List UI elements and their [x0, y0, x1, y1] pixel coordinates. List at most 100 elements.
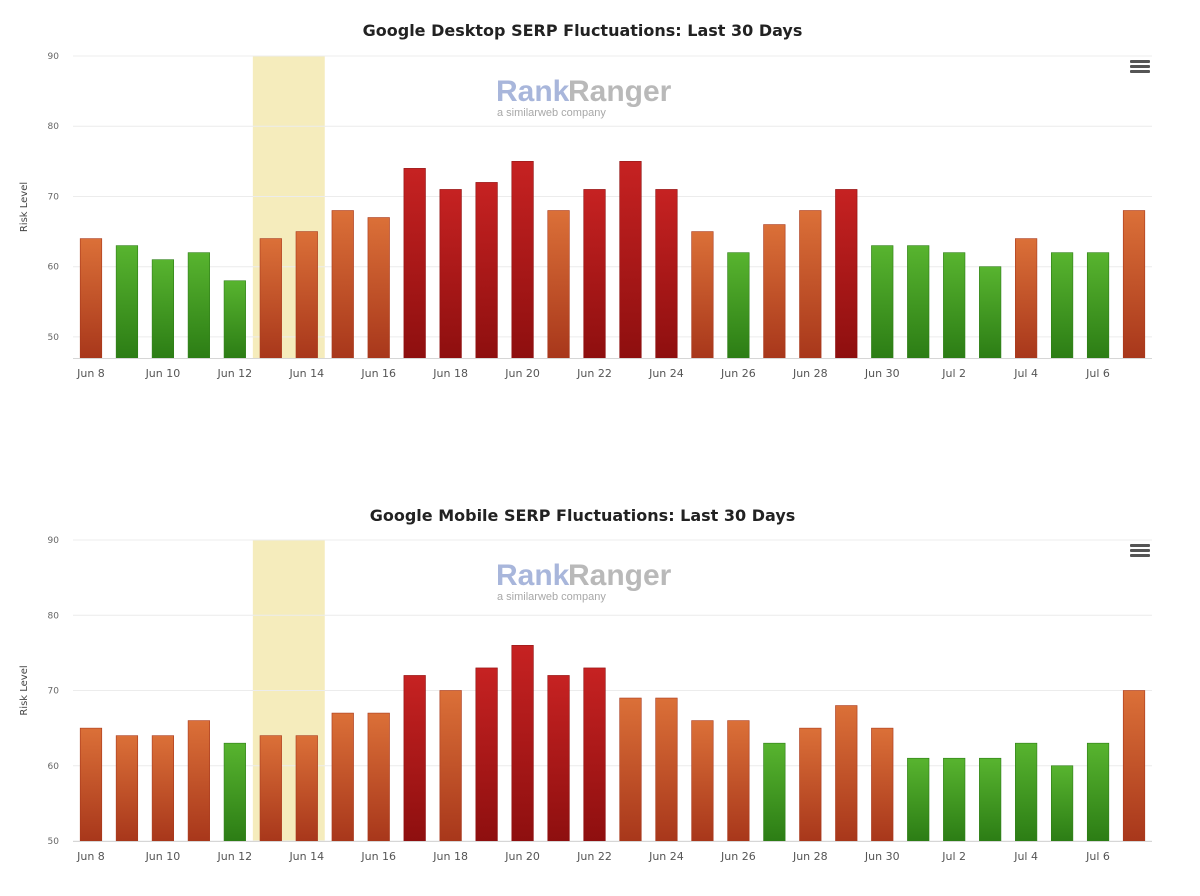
mobile-bar[interactable] [583, 667, 606, 842]
desktop-bar[interactable] [403, 168, 426, 359]
mobile-bar[interactable] [403, 675, 426, 842]
desktop-bar[interactable] [367, 217, 390, 359]
mobile-x-tick-label: Jun 16 [360, 850, 396, 863]
desktop-bar[interactable] [943, 252, 966, 359]
desktop-bar[interactable] [547, 210, 570, 359]
mobile-bar[interactable] [547, 675, 570, 842]
mobile-bar[interactable] [799, 727, 822, 842]
mobile-y-tick-label: 60 [48, 762, 60, 772]
mobile-bar[interactable] [691, 720, 714, 842]
desktop-bar[interactable] [871, 245, 894, 359]
desktop-watermark-rank: Rank [496, 75, 570, 108]
desktop-bar[interactable] [259, 238, 282, 359]
mobile-x-tick-label: Jun 12 [217, 850, 253, 863]
desktop-bar[interactable] [799, 210, 822, 359]
desktop-bar[interactable] [583, 189, 606, 359]
desktop-bar[interactable] [439, 189, 462, 359]
desktop-y-tick-label: 60 [48, 263, 60, 273]
mobile-x-tick-label: Jul 2 [941, 850, 966, 863]
desktop-bar[interactable] [511, 161, 534, 359]
mobile-bar[interactable] [979, 757, 1002, 842]
desktop-x-tick-label: Jun 20 [504, 367, 540, 380]
desktop-x-tick-label: Jun 24 [648, 367, 684, 380]
desktop-bar[interactable] [115, 245, 139, 359]
desktop-bar[interactable] [619, 161, 642, 359]
mobile-y-axis-title: Risk Level [19, 665, 30, 715]
mobile-bar[interactable] [943, 757, 966, 842]
desktop-bar[interactable] [1050, 252, 1074, 359]
desktop-bar[interactable] [835, 189, 858, 359]
desktop-chart-panel: Google Desktop SERP Fluctuations: Last 3… [0, 0, 1200, 440]
desktop-y-tick-label: 80 [48, 122, 60, 132]
mobile-x-tick-label: Jul 4 [1013, 850, 1038, 863]
mobile-bar[interactable] [835, 705, 858, 842]
desktop-bar[interactable] [223, 280, 246, 359]
desktop-bar[interactable] [187, 252, 210, 359]
mobile-bar[interactable] [1015, 742, 1038, 842]
desktop-bar[interactable] [79, 238, 103, 359]
mobile-bar[interactable] [295, 735, 318, 842]
desktop-y-tick-label: 50 [48, 333, 60, 343]
desktop-x-tick-label: Jun 22 [576, 367, 612, 380]
mobile-bar[interactable] [367, 712, 390, 842]
mobile-bar[interactable] [475, 667, 498, 842]
desktop-x-tick-label: Jun 12 [217, 367, 253, 380]
desktop-x-tick-label: Jun 16 [360, 367, 396, 380]
mobile-chart-menu-icon[interactable] [1130, 544, 1150, 560]
mobile-bar[interactable] [907, 757, 930, 842]
mobile-y-tick-label: 90 [48, 536, 60, 546]
mobile-bar[interactable] [187, 720, 210, 842]
desktop-bar[interactable] [331, 210, 354, 359]
desktop-x-tick-label: Jun 30 [864, 367, 900, 380]
desktop-bar[interactable] [691, 231, 714, 359]
mobile-y-tick-label: 70 [48, 687, 60, 697]
desktop-x-tick-label: Jul 4 [1013, 367, 1038, 380]
mobile-bar[interactable] [763, 742, 786, 842]
mobile-bar[interactable] [223, 742, 246, 842]
mobile-bar[interactable] [655, 697, 678, 842]
desktop-chart-title: Google Desktop SERP Fluctuations: Last 3… [362, 21, 803, 40]
mobile-x-tick-label: Jun 20 [504, 850, 540, 863]
mobile-chart-title: Google Mobile SERP Fluctuations: Last 30… [369, 506, 796, 525]
desktop-bar[interactable] [763, 224, 786, 359]
mobile-bar[interactable] [79, 727, 103, 842]
mobile-bar[interactable] [439, 690, 462, 842]
mobile-x-tick-label: Jul 6 [1085, 850, 1110, 863]
mobile-x-tick-label: Jun 22 [576, 850, 612, 863]
mobile-bar[interactable] [1050, 765, 1074, 842]
mobile-bar[interactable] [619, 697, 642, 842]
desktop-bar[interactable] [1015, 238, 1038, 359]
desktop-bar[interactable] [475, 182, 498, 359]
desktop-bar[interactable] [655, 189, 678, 359]
mobile-bar[interactable] [331, 712, 354, 842]
desktop-x-tick-label: Jul 6 [1085, 367, 1110, 380]
desktop-bar[interactable] [1086, 252, 1110, 359]
mobile-bar[interactable] [151, 735, 175, 842]
mobile-bar[interactable] [727, 720, 750, 842]
mobile-bar[interactable] [115, 735, 139, 842]
mobile-x-tick-label: Jun 8 [76, 850, 105, 863]
mobile-chart-panel: Google Mobile SERP Fluctuations: Last 30… [0, 484, 1200, 896]
mobile-bar[interactable] [871, 727, 894, 842]
mobile-watermark-ranger: Ranger [568, 559, 672, 592]
mobile-watermark-rank: Rank [496, 559, 570, 592]
desktop-watermark-ranger: Ranger [568, 75, 672, 108]
mobile-bar[interactable] [511, 645, 534, 842]
desktop-bar[interactable] [151, 259, 175, 359]
desktop-watermark-tagline: a similarweb company [497, 107, 606, 119]
mobile-watermark-tagline: a similarweb company [497, 591, 606, 603]
desktop-bar[interactable] [727, 252, 750, 359]
desktop-chart-menu-icon[interactable] [1130, 60, 1150, 76]
mobile-bar[interactable] [1122, 690, 1146, 842]
desktop-bar[interactable] [907, 245, 930, 359]
mobile-bar[interactable] [1086, 742, 1110, 842]
desktop-y-tick-label: 90 [48, 52, 60, 62]
desktop-bar[interactable] [295, 231, 318, 359]
desktop-bar[interactable] [979, 266, 1002, 359]
desktop-bar[interactable] [1122, 210, 1146, 359]
mobile-bar[interactable] [259, 735, 282, 842]
